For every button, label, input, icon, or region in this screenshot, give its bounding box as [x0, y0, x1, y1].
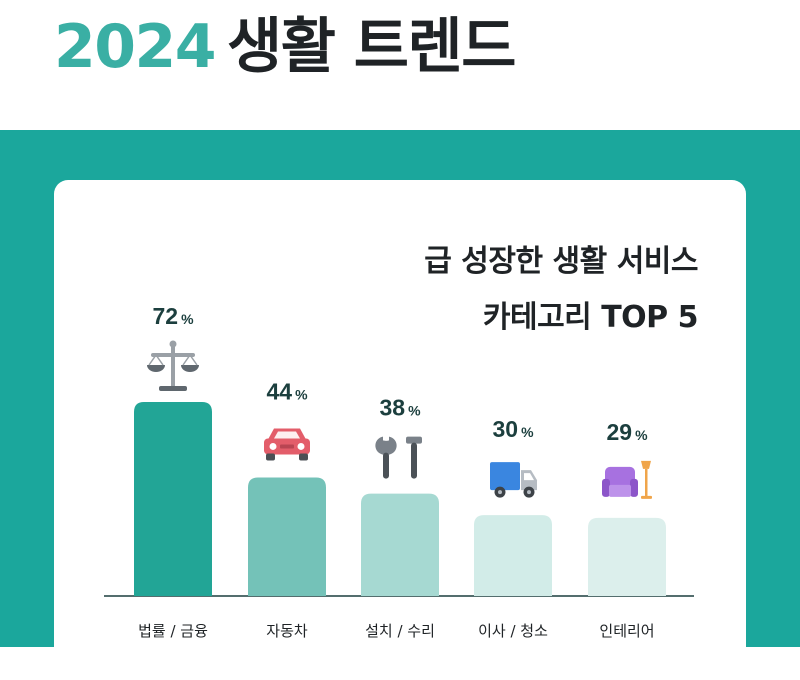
bar-1	[134, 402, 212, 596]
car-icon	[264, 428, 310, 461]
category-label-3: 설치 / 수리	[365, 622, 435, 640]
category-label-5: 인테리어	[599, 622, 654, 640]
bar-2	[248, 477, 326, 596]
bar-5	[588, 517, 666, 596]
tools-icon	[375, 436, 422, 479]
value-label-3: 38%	[379, 395, 421, 421]
armchair-lamp-icon	[602, 460, 652, 499]
category-label-1: 법률 / 금융	[138, 622, 208, 640]
title-text: 생활 트렌드	[227, 12, 516, 82]
category-label-4: 이사 / 청소	[478, 622, 548, 640]
bar-3	[361, 493, 439, 596]
page-title: 2024 생활 트렌드	[54, 4, 516, 90]
scales-icon	[146, 339, 200, 392]
chart-title-line1: 급 성장한 생활 서비스	[424, 244, 698, 279]
chart-title-line2: 카테고리 TOP 5	[482, 300, 699, 335]
value-label-4: 30%	[492, 416, 534, 442]
title-year: 2024	[54, 12, 217, 82]
bar-4	[474, 515, 552, 596]
value-label-1: 72%	[152, 303, 194, 329]
value-label-5: 29%	[606, 419, 648, 445]
category-label-2: 자동차	[266, 622, 308, 640]
value-label-2: 44%	[266, 378, 308, 404]
truck-icon	[490, 462, 537, 498]
bar-chart: 72 % 법률 / 금융 44 % 자동차 38 % 설치 / 수리 30 % 이사 / 청소 29 % 인…	[104, 303, 694, 640]
page-header: 2024 생활 트렌드	[0, 0, 800, 130]
